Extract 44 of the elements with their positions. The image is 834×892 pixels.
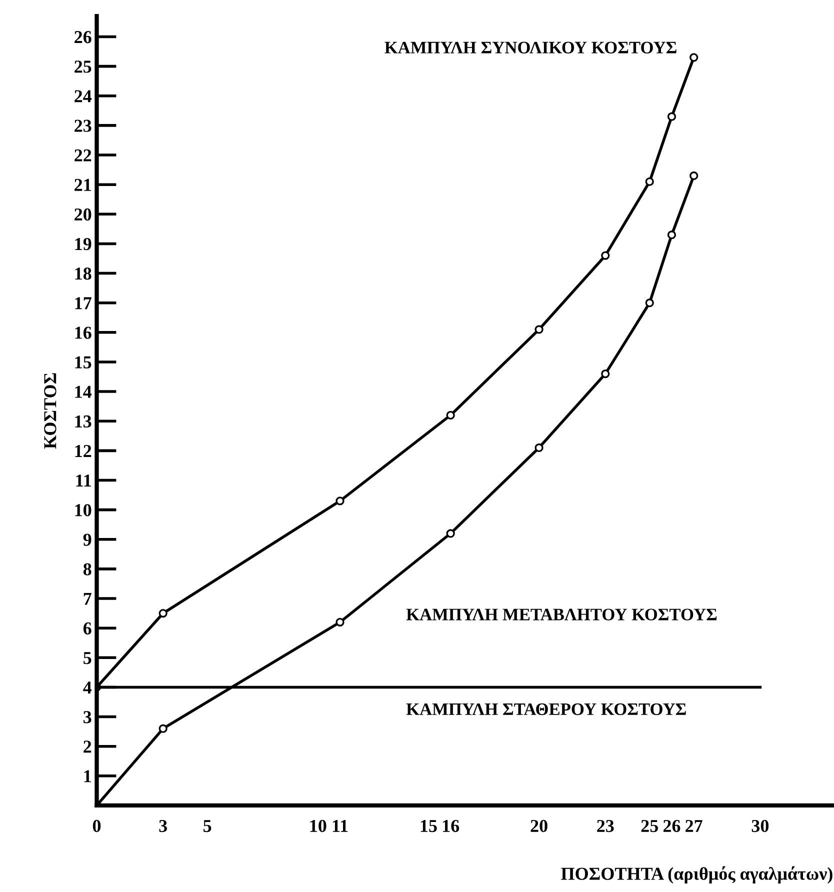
y-tick-label: 4: [83, 682, 92, 694]
y-tick-label: 13: [75, 415, 92, 428]
x-tick-label: 0: [92, 820, 101, 832]
y-tick-label: 18: [75, 268, 92, 280]
x-tick-label: 25: [641, 820, 658, 832]
y-tick-label: 12: [75, 444, 92, 457]
y-tick-label: 10: [75, 504, 92, 516]
y-axis-title: ΚΟΣΤΟΣ: [44, 373, 56, 449]
x-tick-label: 20: [530, 820, 548, 832]
x-tick-label: 27: [686, 820, 702, 832]
x-tick-label: 23: [597, 820, 614, 832]
x-tick-label: 3: [159, 820, 167, 832]
y-tick-label: 16: [75, 326, 92, 339]
x-tick-label: 30: [752, 820, 769, 832]
y-tick-label: 6: [83, 622, 92, 635]
y-tick-label: 8: [83, 563, 92, 576]
y-tick-label: 17: [75, 297, 92, 310]
y-tick-label: 5: [84, 652, 92, 664]
x-tick-label: 16: [443, 820, 460, 832]
y-tick-label: 19: [75, 238, 92, 250]
y-tick-label: 7: [84, 592, 92, 605]
x-tick-label: 26: [663, 820, 680, 832]
y-tick-label: 9: [83, 534, 92, 546]
x-tick-label: 10: [310, 820, 326, 832]
y-tick-label: 14: [75, 386, 92, 398]
y-tick-label: 2: [84, 740, 92, 753]
x-tick-label: 15: [420, 820, 437, 832]
series-label: ΚΑΜΠΥΛΗ ΜΕΤΑΒΛΗΤΟΥ ΚΟΣΤΟΥΣ: [406, 608, 717, 620]
y-tick-label: 23: [74, 120, 92, 132]
y-tick-label: 26: [74, 31, 92, 44]
x-axis-title: ΠΟΣΟΤΗΤΑ (αριθμός αγαλμάτων): [561, 866, 832, 884]
y-tick-label: 1: [84, 770, 91, 782]
y-tick-label: 21: [74, 178, 91, 191]
x-tick-label: 11: [332, 820, 348, 832]
y-tick-label: 22: [74, 149, 92, 162]
series-label: ΚΑΜΠΥΛΗ ΣΥΝΟΛΙΚΟΥ ΚΟΣΤΟΥΣ: [384, 42, 676, 54]
series-label: ΚΑΜΠΥΛΗ ΣΤΑΘΕΡΟΥ ΚΟΣΤΟΥΣ: [406, 703, 686, 716]
x-tick-label: 5: [204, 820, 212, 832]
y-tick-label: 15: [75, 356, 92, 368]
y-tick-label: 25: [74, 60, 92, 73]
y-tick-label: 20: [74, 208, 92, 221]
y-tick-label: 24: [74, 90, 92, 102]
y-tick-label: 11: [76, 474, 91, 487]
y-tick-label: 3: [84, 711, 92, 724]
